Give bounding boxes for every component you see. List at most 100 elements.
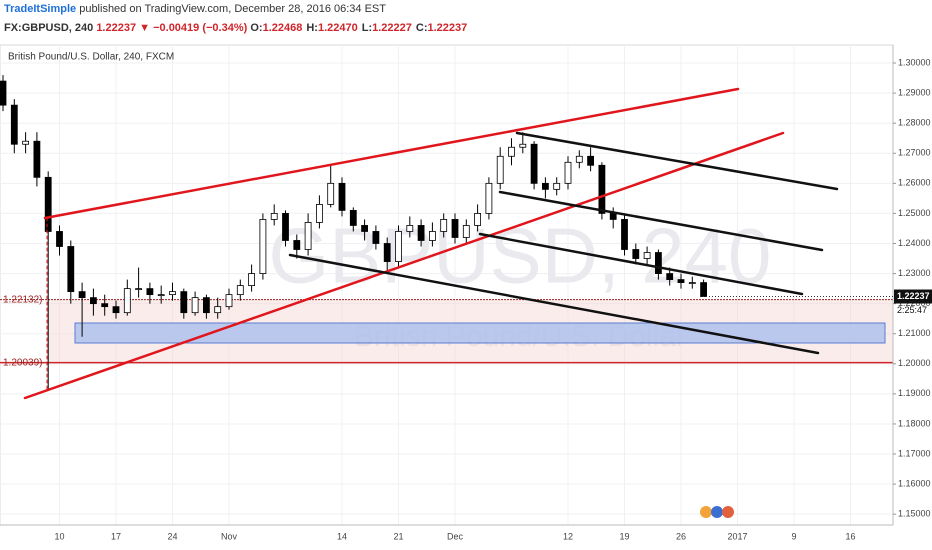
- publish-line: TradeItSimple published on TradingView.c…: [4, 3, 386, 15]
- candle-body: [214, 306, 222, 314]
- y-tick-label: 1.17000: [898, 448, 931, 458]
- candle-body: [270, 213, 278, 220]
- x-tick-label: 21: [393, 531, 403, 541]
- candle-body: [361, 225, 369, 232]
- ohlc-label: L:: [361, 22, 373, 34]
- x-tick-label: 10: [54, 531, 64, 541]
- candle-body: [519, 143, 527, 148]
- candle-body: [688, 282, 696, 284]
- ohlc-value: 1.22470: [317, 22, 358, 34]
- trend-line: [288, 253, 820, 355]
- x-tick-label: 9: [791, 531, 796, 541]
- candle-body: [655, 252, 662, 274]
- y-tick-label: 1.21000: [898, 328, 931, 338]
- candle-body: [67, 246, 75, 293]
- y-tick-label: 1.27000: [898, 148, 931, 158]
- x-tick-label: 17: [111, 531, 121, 541]
- ohlc: O:1.22468 H:1.22470 L:1.22227 C:1.22237: [250, 22, 471, 34]
- candle-body: [338, 182, 346, 211]
- x-tick-label: 16: [845, 531, 855, 541]
- demand-zone: [74, 322, 886, 344]
- ohlc-label: O:: [250, 22, 263, 34]
- candle-body: [621, 219, 628, 250]
- level-label: 1.22132): [3, 294, 42, 305]
- candle-body: [22, 140, 30, 145]
- candle-body: [169, 291, 176, 296]
- candle-body: [33, 140, 41, 178]
- candle-body: [327, 182, 335, 205]
- y-tick-label: 1.18000: [898, 418, 931, 428]
- candle-body: [666, 273, 674, 280]
- candle-body: [383, 243, 391, 262]
- last: 1.22237: [96, 22, 137, 34]
- header: TradeItSimple published on TradingView.c…: [0, 0, 932, 40]
- candle-body: [315, 203, 323, 223]
- x-tick-label: 12: [563, 531, 573, 541]
- x-tick-label: 14: [337, 531, 347, 541]
- x-tick-label: Dec: [447, 531, 464, 541]
- y-tick-label: 1.30000: [898, 57, 931, 67]
- candle-body: [146, 288, 154, 296]
- candle-body: [90, 297, 97, 305]
- x-tick-label: Nov: [221, 531, 238, 541]
- candle-body: [191, 297, 199, 314]
- candle-body: [587, 155, 594, 166]
- candle-body: [406, 225, 414, 232]
- candle-body: [508, 146, 515, 157]
- candle-body: [123, 288, 131, 314]
- y-tick-label: 1.29000: [898, 87, 931, 97]
- candle-body: [564, 161, 572, 184]
- y-tick-label: 1.26000: [898, 178, 931, 188]
- candle-body: [135, 288, 143, 291]
- trend-line: [43, 87, 740, 220]
- ohlc-label: C:: [415, 22, 428, 34]
- logo: [700, 506, 712, 518]
- x-tick-label: 26: [676, 531, 686, 541]
- candle-body: [293, 240, 301, 250]
- candle-body: [112, 306, 120, 314]
- candle-body: [677, 279, 685, 283]
- candle-body: [485, 182, 493, 214]
- trend-line: [23, 131, 785, 400]
- logos: [700, 506, 734, 518]
- drawings: [23, 87, 839, 400]
- ohlc-value: 1.22468: [262, 22, 303, 34]
- ohlc-value: 1.22227: [372, 22, 412, 34]
- candle-body: [474, 213, 482, 226]
- candle-body: [417, 225, 425, 241]
- x-tick-label: 2017: [727, 531, 747, 541]
- candle-body: [496, 155, 504, 184]
- arrow: ▼: [139, 22, 151, 34]
- candle-body: [451, 219, 459, 238]
- y-tick-label: 1.28000: [898, 118, 931, 128]
- y-tick-label: 1.20000: [898, 358, 931, 368]
- candle-body: [700, 282, 707, 297]
- candle-body: [202, 297, 210, 314]
- candle-body: [157, 294, 165, 297]
- symbol: FX:GBPUSD, 240: [4, 22, 94, 34]
- candle-body: [236, 285, 244, 296]
- axes: 1.30000 1.29000 1.28000 1.27000 1.26000 1.250…: [54, 57, 932, 541]
- candle-body: [180, 291, 188, 314]
- ohlc-label: H:: [306, 22, 318, 34]
- x-tick-label: 19: [619, 531, 629, 541]
- published: published on TradingView.com, December 2…: [79, 3, 386, 15]
- y-tick-label: 1.25000: [898, 208, 931, 218]
- candle-body: [609, 213, 617, 220]
- last-price-box: [894, 289, 932, 304]
- candles: [0, 75, 707, 391]
- last-price-label: 1.22237: [897, 291, 930, 301]
- candle-body: [78, 291, 86, 299]
- y-tick-label: 1.19000: [898, 388, 931, 398]
- logo: [722, 506, 734, 518]
- trend-line: [498, 190, 824, 252]
- y-tick-label: 1.15000: [898, 509, 931, 519]
- candle-body: [372, 231, 380, 244]
- chart-title: British Pound/U.S. Dollar, 240, FXCM: [8, 52, 174, 63]
- candle-body: [56, 231, 63, 247]
- trend-line: [478, 232, 804, 296]
- y-tick-label: 1.23000: [898, 268, 931, 278]
- author[interactable]: TradeItSimple: [4, 3, 77, 15]
